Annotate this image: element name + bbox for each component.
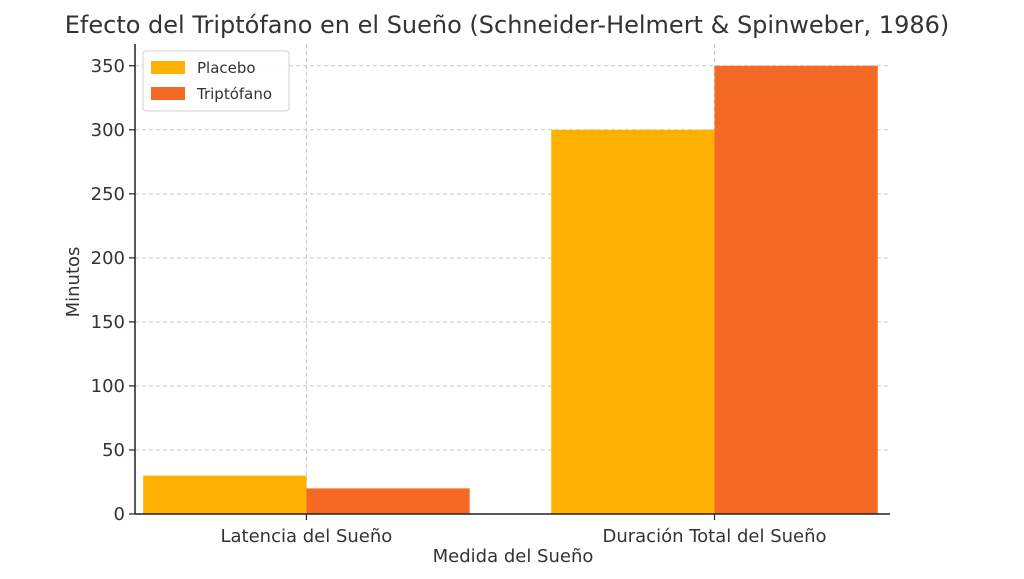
bar-triptófano-1	[714, 65, 878, 514]
legend-label-triptófano: Triptófano	[196, 85, 272, 103]
y-tick-label: 250	[91, 184, 125, 205]
legend-swatch-placebo	[151, 61, 185, 74]
x-tick-label: Latencia del Sueño	[220, 526, 392, 547]
y-tick-label: 100	[91, 376, 125, 397]
y-tick-label: 0	[114, 504, 125, 525]
bars	[143, 65, 878, 514]
y-ticks: 0 50 100 150 200 250 300 350	[91, 56, 135, 525]
bar-triptófano-0	[306, 488, 470, 514]
y-tick-label: 50	[102, 440, 125, 461]
legend-label-placebo: Placebo	[197, 59, 256, 77]
y-axis-label: Minutos	[63, 247, 84, 318]
x-tick-label: Duración Total del Sueño	[602, 526, 826, 547]
x-axis-label: Medida del Sueño	[433, 546, 594, 567]
bar-placebo-0	[143, 475, 307, 514]
bar-placebo-1	[551, 129, 715, 514]
y-tick-label: 350	[91, 56, 125, 77]
legend-swatch-triptófano	[151, 87, 185, 100]
y-tick-label: 300	[91, 120, 125, 141]
axes	[134, 44, 890, 515]
x-ticks: Latencia del Sueño Duración Total del Sue…	[220, 514, 827, 547]
y-tick-label: 150	[91, 312, 125, 333]
y-tick-label: 200	[91, 248, 125, 269]
chart-title: Efecto del Triptófano en el Sueño (Schne…	[65, 11, 950, 39]
legend: Placebo Triptófano	[142, 50, 290, 112]
